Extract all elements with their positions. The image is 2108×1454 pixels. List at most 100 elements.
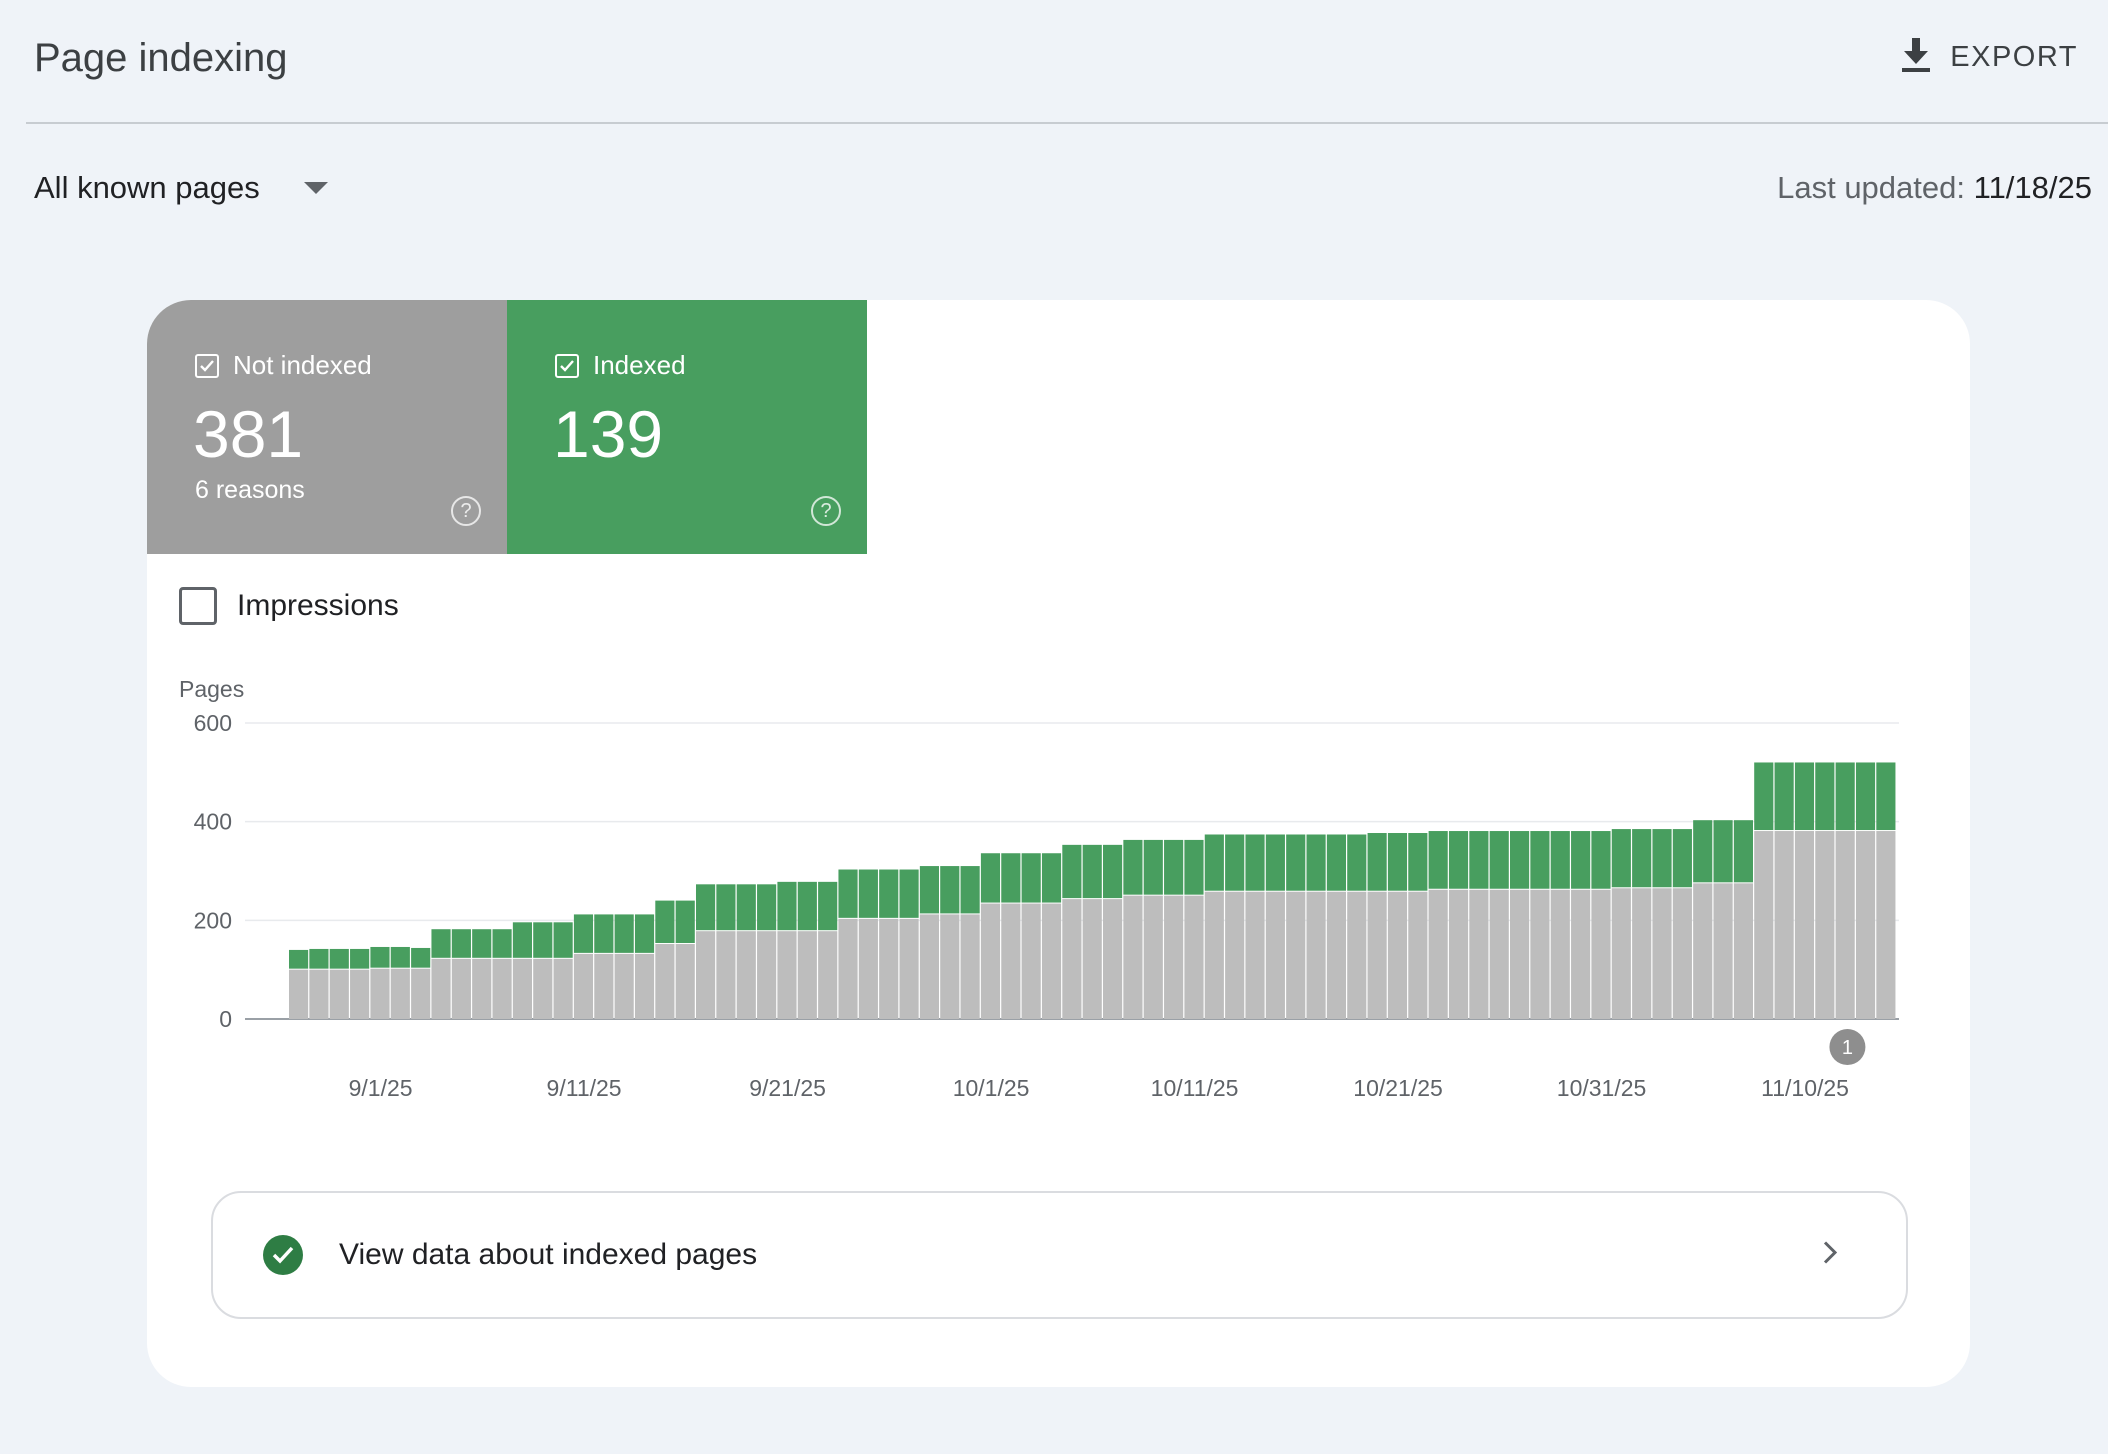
- bar-indexed: [1550, 831, 1570, 889]
- bar-not-indexed: [1001, 903, 1021, 1019]
- bar-not-indexed: [1387, 891, 1408, 1019]
- export-button[interactable]: EXPORT: [1902, 38, 2078, 77]
- bar-indexed: [594, 914, 614, 953]
- x-tick-label: 10/11/25: [1151, 1075, 1239, 1101]
- bar-not-indexed: [472, 958, 492, 1019]
- bar-not-indexed: [797, 931, 817, 1019]
- bar-indexed: [940, 866, 960, 914]
- checked-checkbox-icon[interactable]: [195, 353, 219, 378]
- bar-indexed: [289, 949, 309, 969]
- bar-not-indexed: [451, 958, 471, 1019]
- bar-not-indexed: [1754, 831, 1774, 1019]
- bar-indexed: [1448, 831, 1469, 889]
- bar-indexed: [1835, 762, 1855, 831]
- bar-indexed: [1469, 831, 1489, 889]
- bar-indexed: [1306, 834, 1326, 891]
- bar-not-indexed: [1713, 883, 1733, 1019]
- bar-not-indexed: [696, 931, 716, 1019]
- bar-not-indexed: [573, 953, 594, 1019]
- y-tick-label: 600: [194, 710, 232, 736]
- bar-not-indexed: [1367, 891, 1387, 1019]
- bar-not-indexed: [1510, 889, 1530, 1019]
- view-indexed-data-label: View data about indexed pages: [339, 1238, 758, 1271]
- bar-indexed: [1245, 834, 1265, 891]
- bar-not-indexed: [1794, 831, 1815, 1019]
- bar-indexed: [614, 914, 634, 953]
- page-indexing-chart: Pages 0 200 400 600 9/1/25 9/11/25 9/21/25 10/1/…: [179, 676, 1899, 1101]
- bar-indexed: [533, 922, 553, 958]
- bar-not-indexed: [309, 969, 329, 1019]
- bar-not-indexed: [634, 953, 655, 1019]
- last-updated: Last updated: 11/18/25: [1777, 170, 2092, 206]
- view-indexed-data-link[interactable]: View data about indexed pages: [211, 1191, 1908, 1319]
- bar-not-indexed: [757, 931, 777, 1019]
- x-tick-label: 9/1/25: [349, 1075, 413, 1101]
- bar-not-indexed: [329, 969, 349, 1019]
- bar-not-indexed: [777, 931, 797, 1019]
- bar-not-indexed: [492, 958, 512, 1019]
- help-icon[interactable]: ?: [451, 496, 481, 526]
- x-tick-label: 10/1/25: [953, 1075, 1030, 1101]
- bar-indexed: [1876, 762, 1896, 831]
- bar-indexed: [1611, 829, 1631, 888]
- bar-not-indexed: [899, 918, 919, 1019]
- bar-not-indexed: [1815, 831, 1835, 1019]
- bar-not-indexed: [1571, 889, 1591, 1019]
- bar-not-indexed: [1164, 895, 1184, 1019]
- bar-not-indexed: [1408, 891, 1428, 1019]
- bar-indexed: [858, 869, 878, 918]
- impressions-toggle[interactable]: Impressions: [179, 587, 399, 625]
- bar-not-indexed: [736, 931, 756, 1019]
- bar-not-indexed: [1550, 889, 1570, 1019]
- bar-indexed: [1021, 853, 1041, 903]
- download-icon: [1902, 38, 1931, 77]
- bar-indexed: [309, 948, 329, 969]
- bar-indexed: [1855, 762, 1876, 831]
- bar-indexed: [818, 881, 838, 931]
- bar-indexed: [1225, 834, 1245, 891]
- bar-not-indexed: [1286, 891, 1306, 1019]
- unchecked-checkbox-icon[interactable]: [179, 587, 217, 625]
- indexed-header: Indexed: [555, 350, 686, 381]
- bar-not-indexed: [594, 953, 614, 1019]
- bar-indexed: [431, 929, 451, 958]
- bar-not-indexed: [1652, 888, 1672, 1019]
- bar-not-indexed: [1693, 883, 1713, 1019]
- bar-indexed: [960, 866, 980, 914]
- bar-indexed: [1489, 831, 1509, 889]
- bar-indexed: [716, 884, 736, 931]
- bar-not-indexed: [1021, 903, 1041, 1019]
- bar-not-indexed: [818, 931, 838, 1019]
- bar-indexed: [1265, 834, 1285, 891]
- bar-indexed: [1794, 762, 1815, 831]
- x-tick-label: 10/31/25: [1557, 1075, 1647, 1101]
- bar-not-indexed: [1082, 899, 1102, 1019]
- indexed-tile[interactable]: Indexed 139 ?: [507, 300, 867, 554]
- export-label: EXPORT: [1950, 41, 2078, 73]
- bar-indexed: [1754, 762, 1774, 831]
- checked-checkbox-icon[interactable]: [555, 353, 579, 378]
- bar-not-indexed: [1265, 891, 1285, 1019]
- bar-indexed: [1001, 853, 1021, 903]
- help-icon[interactable]: ?: [811, 496, 841, 526]
- bar-indexed: [1367, 833, 1387, 891]
- bar-not-indexed: [940, 914, 960, 1019]
- bar-not-indexed: [960, 914, 980, 1019]
- bar-indexed: [451, 929, 471, 958]
- pages-filter-dropdown[interactable]: All known pages: [34, 170, 328, 206]
- bar-not-indexed: [289, 969, 309, 1019]
- bar-not-indexed: [1611, 888, 1631, 1019]
- bar-indexed: [1204, 834, 1224, 891]
- bar-not-indexed: [1530, 889, 1550, 1019]
- bar-indexed: [980, 853, 1001, 903]
- bar-indexed: [390, 946, 410, 968]
- bar-indexed: [1713, 820, 1733, 883]
- bar-indexed: [1652, 829, 1672, 888]
- bar-indexed: [1774, 762, 1794, 831]
- bar-indexed: [1571, 831, 1591, 889]
- bar-not-indexed: [1428, 889, 1448, 1019]
- bar-indexed: [797, 881, 817, 931]
- last-updated-value: 11/18/25: [1973, 170, 2092, 205]
- not-indexed-tile[interactable]: Not indexed 381 6 reasons ?: [147, 300, 507, 554]
- bar-not-indexed: [1184, 895, 1204, 1019]
